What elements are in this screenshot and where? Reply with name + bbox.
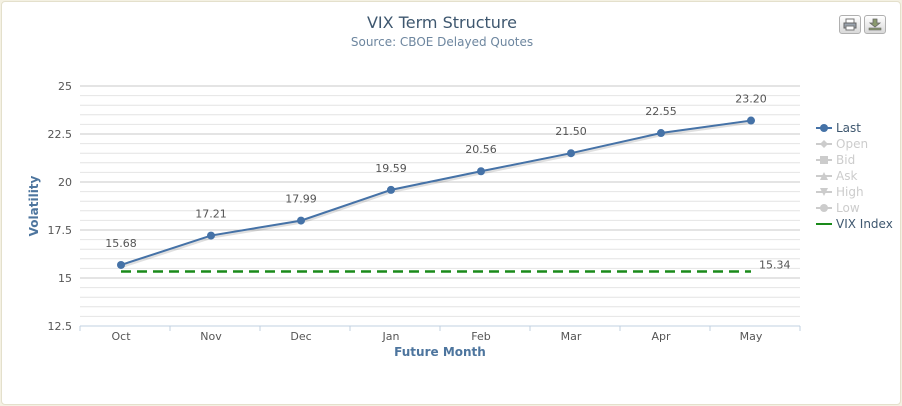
- legend: Last Open Bid Ask High Low VIX Index: [814, 120, 893, 232]
- last-data-label: 15.68: [105, 237, 137, 250]
- x-axis: Oct Nov Dec Jan Feb Mar Apr May: [79, 325, 801, 343]
- last-data-label: 19.59: [375, 162, 407, 175]
- vix-index-label: 15.34: [759, 258, 791, 271]
- last-point[interactable]: [297, 216, 305, 225]
- x-tick-label: Apr: [651, 330, 671, 343]
- legend-item-low[interactable]: Low: [814, 200, 893, 216]
- last-data-label: 20.56: [465, 143, 497, 156]
- legend-item-high[interactable]: High: [814, 184, 893, 200]
- x-tick-label: Oct: [111, 330, 131, 343]
- legend-item-ask[interactable]: Ask: [814, 168, 893, 184]
- chart-subtitle: Source: CBOE Delayed Quotes: [350, 35, 534, 49]
- legend-label: VIX Index: [836, 217, 893, 231]
- legend-item-bid[interactable]: Bid: [814, 152, 893, 168]
- series-last: 15.68 17.21 17.99 19.59 20.56 21.50 22.55 23.20: [105, 93, 767, 269]
- last-point[interactable]: [657, 129, 665, 138]
- y-tick-label: 12.5: [48, 320, 73, 333]
- y-tick-label: 15: [58, 272, 72, 285]
- last-line-shadow: [121, 119, 753, 268]
- legend-item-vix-index[interactable]: VIX Index: [814, 216, 893, 232]
- legend-item-last[interactable]: Last: [814, 120, 893, 136]
- legend-symbol-icon: [816, 188, 832, 196]
- series-vix-index: 15.34: [121, 258, 791, 273]
- legend-symbol-icon: [816, 156, 832, 164]
- legend-symbol-icon: [816, 140, 832, 148]
- x-axis-title: Future Month: [394, 345, 486, 359]
- printer-icon: [843, 18, 857, 31]
- legend-item-open[interactable]: Open: [814, 136, 893, 152]
- y-tick-label: 25: [58, 80, 72, 93]
- print-button[interactable]: [839, 15, 861, 34]
- last-point[interactable]: [117, 260, 125, 269]
- last-point[interactable]: [477, 167, 485, 176]
- legend-label: Last: [836, 121, 861, 135]
- y-tick-label: 22.5: [48, 128, 73, 141]
- legend-label: High: [836, 185, 864, 199]
- legend-label: Ask: [836, 169, 858, 183]
- legend-symbol-icon: [816, 223, 832, 225]
- x-tick-label: Jan: [382, 330, 400, 343]
- x-tick-label: May: [740, 330, 763, 343]
- x-tick-label: Dec: [290, 330, 311, 343]
- y-tick-label: 17.5: [48, 224, 73, 237]
- export-button[interactable]: [864, 15, 886, 34]
- last-point[interactable]: [567, 149, 575, 158]
- last-data-label: 23.20: [735, 93, 767, 106]
- x-tick-label: Nov: [200, 330, 222, 343]
- last-point[interactable]: [207, 231, 215, 240]
- x-tick-label: Mar: [561, 330, 582, 343]
- last-data-label: 17.99: [285, 193, 317, 206]
- legend-symbol-icon: [816, 172, 832, 180]
- legend-label: Bid: [836, 153, 856, 167]
- last-line: [120, 119, 752, 266]
- y-axis: 12.5 15 17.5 20 22.5 25: [48, 80, 73, 333]
- y-axis-title: Volatility: [27, 175, 41, 236]
- legend-symbol-icon: [816, 124, 832, 132]
- y-tick-label: 20: [58, 176, 72, 189]
- grid-lines: [80, 85, 800, 327]
- x-tick-label: Feb: [471, 330, 490, 343]
- chart-title: VIX Term Structure: [366, 13, 517, 32]
- legend-label: Low: [836, 201, 860, 215]
- last-point[interactable]: [387, 185, 395, 194]
- download-icon: [868, 18, 882, 31]
- last-data-label: 22.55: [645, 105, 677, 118]
- last-data-label: 21.50: [555, 125, 587, 138]
- legend-label: Open: [836, 137, 869, 151]
- last-data-label: 17.21: [195, 208, 227, 221]
- legend-symbol-icon: [816, 204, 832, 212]
- last-point[interactable]: [747, 116, 755, 125]
